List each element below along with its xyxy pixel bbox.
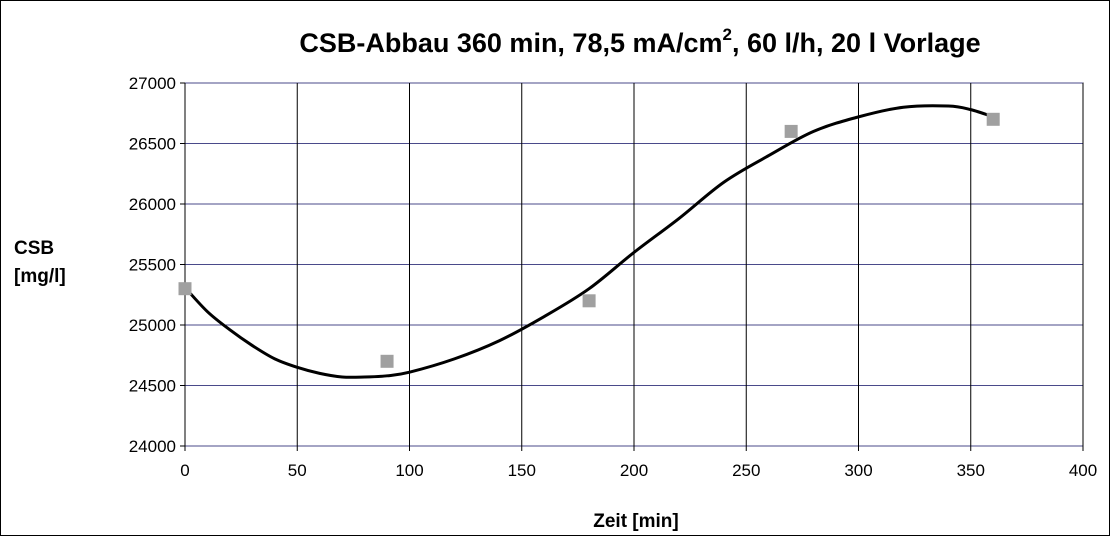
x-tick-label-400: 400 [1069, 461, 1097, 480]
y-axis-title-line2: [mg/l] [14, 266, 66, 287]
x-tick-label-50: 50 [288, 461, 307, 480]
y-tick-label-25500: 25500 [129, 256, 176, 275]
x-tick-label-100: 100 [395, 461, 423, 480]
y-tick-label-27000: 27000 [129, 74, 176, 93]
y-tick-label-25000: 25000 [129, 316, 176, 335]
y-tick-label-24000: 24000 [129, 437, 176, 456]
x-tick-label-0: 0 [180, 461, 189, 480]
trendline-layer [183, 104, 995, 379]
trendline [183, 104, 995, 379]
x-tick-label-350: 350 [957, 461, 985, 480]
x-axis-title: Zeit [min] [593, 511, 679, 532]
chart-title-superscript: 2 [723, 25, 732, 44]
y-axis-title-line1: CSB [14, 238, 54, 259]
y-tick-label-26500: 26500 [129, 135, 176, 154]
x-tick-label-150: 150 [508, 461, 536, 480]
chart-title: CSB-Abbau 360 min, 78,5 mA/cm2, 60 l/h, … [299, 25, 980, 58]
data-point-360 [986, 112, 1000, 126]
grid [180, 82, 1084, 451]
x-tick-label-200: 200 [620, 461, 648, 480]
chart-title-suffix: , 60 l/h, 20 l Vorlage [732, 28, 981, 58]
x-tick-label-300: 300 [844, 461, 872, 480]
data-point-90 [380, 354, 394, 368]
data-point-180 [582, 294, 596, 308]
data-points [178, 112, 1000, 368]
x-tick-label-250: 250 [732, 461, 760, 480]
y-tick-label-26000: 26000 [129, 195, 176, 214]
chart-title-main: CSB-Abbau 360 min, 78,5 mA/cm [299, 28, 722, 58]
data-point-270 [784, 124, 798, 138]
tick-labels: 24000 24500 25000 25500 26000 26500 27000 0 50 10… [129, 74, 1097, 480]
y-tick-label-24500: 24500 [129, 377, 176, 396]
data-point-0 [178, 282, 192, 296]
